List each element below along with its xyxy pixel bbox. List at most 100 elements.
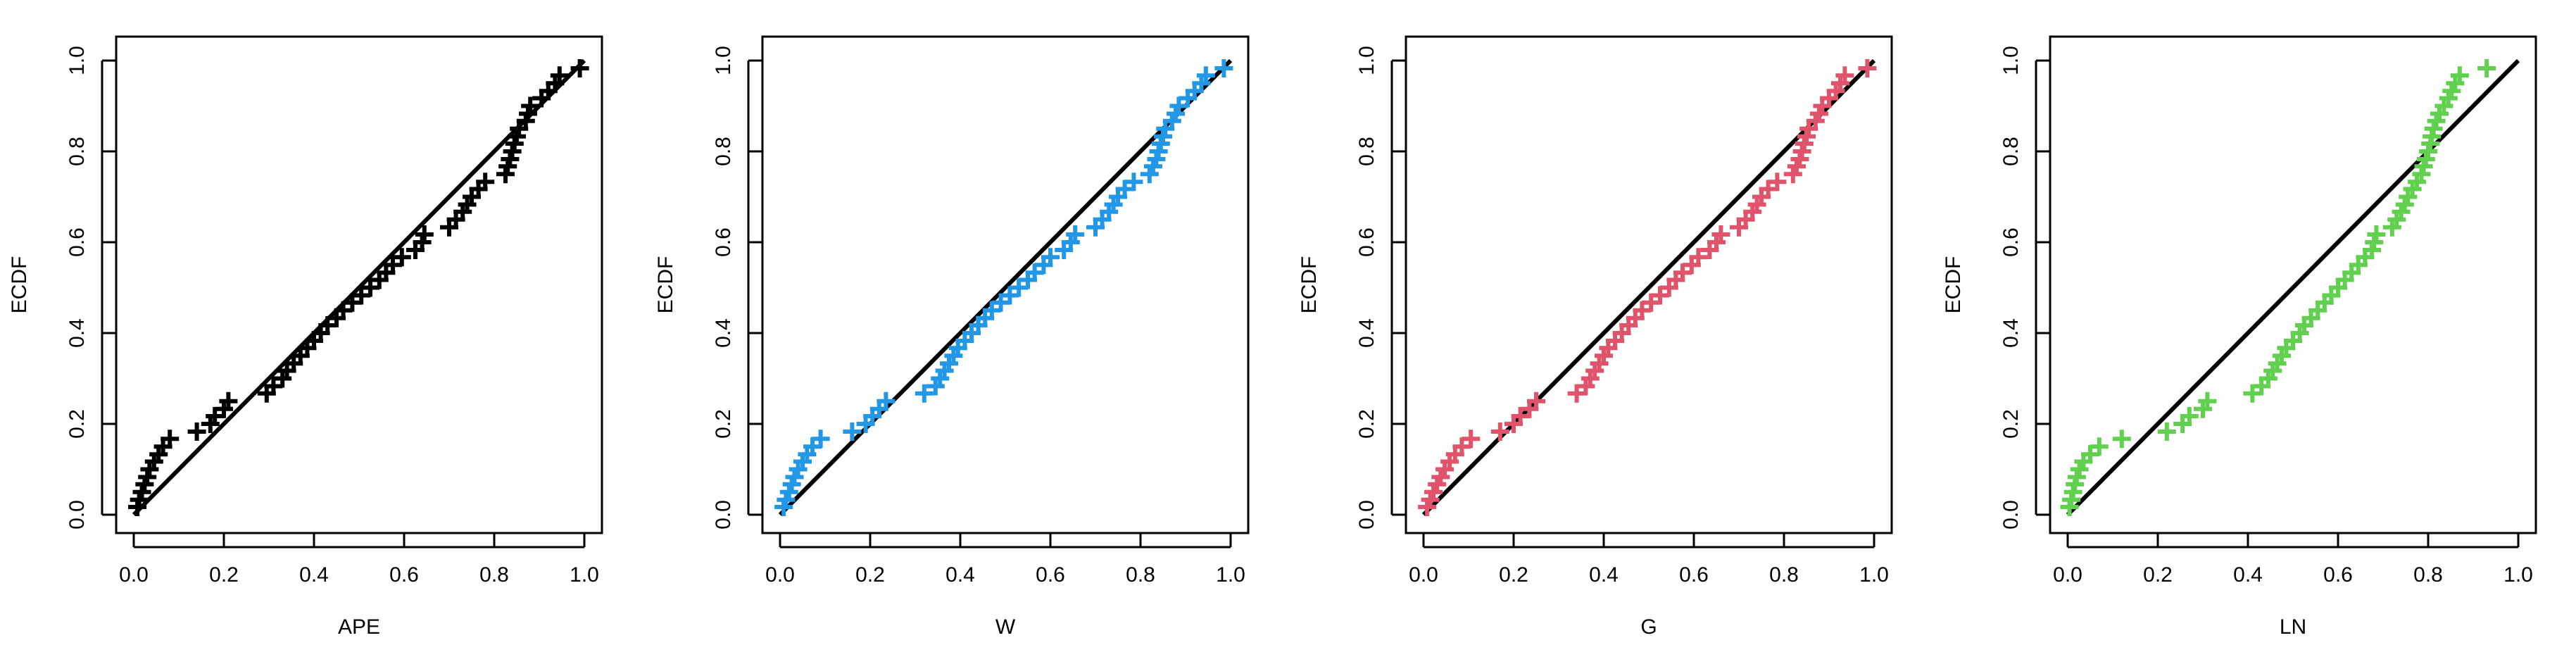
data-points: [128, 58, 589, 517]
data-point: [2112, 430, 2131, 449]
y-tick-label: 0.0: [1999, 500, 2023, 530]
x-axis-label: W: [995, 615, 1016, 639]
data-point: [521, 96, 540, 115]
x-tick-label: 0.8: [2413, 563, 2443, 587]
y-tick-label: 0.6: [1999, 227, 2023, 257]
y-tick-label: 0.4: [1999, 318, 2023, 348]
x-tick-label: 0.8: [479, 563, 509, 587]
data-point: [550, 66, 569, 85]
data-point: [2180, 407, 2199, 426]
data-points: [1418, 58, 1877, 517]
data-point: [1711, 225, 1730, 244]
panel-3: 0.0 0.2 0.4 0.6 0.8 1.0 0.0 0.2 0.4 0.6 0.8 1.0 G ECD…: [1298, 35, 1893, 639]
plot-frame: [1405, 35, 1893, 534]
x-tick-label: 0.0: [1409, 563, 1438, 587]
data-point: [1462, 430, 1481, 449]
x-tick-label: 1.0: [570, 563, 599, 587]
x-tick-label: 0.6: [1679, 563, 1709, 587]
data-point: [415, 225, 434, 244]
data-points: [2060, 58, 2496, 517]
x-tick-label: 0.4: [945, 563, 975, 587]
data-point: [1858, 58, 1877, 77]
y-tick-label: 1.0: [1355, 46, 1378, 75]
data-point: [392, 248, 411, 267]
x-tick-label: 0.8: [1126, 563, 1155, 587]
data-point: [219, 391, 238, 411]
data-point: [1124, 173, 1143, 192]
x-tick-label: 0.6: [1036, 563, 1065, 587]
data-point: [1768, 173, 1787, 192]
data-point: [843, 422, 862, 441]
x-tick-label: 0.2: [209, 563, 239, 587]
data-point: [2450, 66, 2469, 85]
x-axis-label: APE: [338, 615, 380, 639]
x-tick-label: 0.6: [2323, 563, 2353, 587]
x-tick-label: 0.4: [1589, 563, 1619, 587]
data-point: [2477, 58, 2496, 77]
y-tick-label: 0.4: [65, 318, 89, 348]
y-tick-label: 0.4: [712, 318, 735, 348]
data-point: [1490, 422, 1509, 441]
x-tick-label: 1.0: [1216, 563, 1245, 587]
y-axis-label: ECDF: [654, 256, 677, 314]
data-point: [915, 384, 934, 403]
x-axis-label: LN: [2280, 615, 2306, 639]
data-point: [1196, 66, 1215, 85]
data-point: [1066, 225, 1085, 244]
x-tick-label: 0.4: [299, 563, 329, 587]
x-tick-label: 1.0: [1859, 563, 1889, 587]
y-tick-label: 0.0: [712, 500, 735, 530]
y-tick-label: 1.0: [712, 46, 735, 75]
y-tick-label: 0.4: [1355, 318, 1378, 348]
data-point: [2157, 422, 2176, 441]
plot-frame: [2049, 35, 2537, 534]
x-tick-label: 0.2: [1499, 563, 1528, 587]
y-axis-label: ECDF: [1298, 256, 1321, 314]
panel-2: 0.0 0.2 0.4 0.6 0.8 1.0 0.0 0.2 0.4 0.6 0.8 1.0 W ECD…: [654, 35, 1250, 639]
reference-line: [2066, 58, 2520, 517]
y-tick-label: 0.2: [1355, 409, 1378, 439]
data-point: [570, 58, 589, 77]
data-point: [2198, 391, 2217, 411]
data-point: [877, 391, 896, 411]
y-tick-label: 0.8: [1999, 137, 2023, 166]
plot-frame: [115, 35, 603, 534]
data-point: [161, 430, 180, 449]
y-tick-label: 1.0: [65, 46, 89, 75]
y-axis-label: ECDF: [8, 256, 31, 314]
x-tick-label: 0.2: [2143, 563, 2173, 587]
y-tick-label: 0.2: [1999, 409, 2023, 439]
y-axis-label: ECDF: [1942, 256, 1965, 314]
data-point: [1835, 66, 1854, 85]
x-axis-label: G: [1640, 615, 1657, 639]
data-point: [476, 173, 495, 192]
y-tick-label: 0.6: [1355, 227, 1378, 257]
y-tick-label: 0.0: [1355, 500, 1378, 530]
x-tick-label: 0.0: [119, 563, 149, 587]
panel-4: 0.0 0.2 0.4 0.6 0.8 1.0 0.0 0.2 0.4 0.6 0.8 1.0 LN EC…: [1942, 35, 2537, 639]
x-tick-label: 0.2: [855, 563, 885, 587]
plot-frame: [761, 35, 1250, 534]
y-tick-label: 0.0: [65, 500, 89, 530]
data-point: [1214, 58, 1233, 77]
x-tick-label: 0.0: [765, 563, 795, 587]
y-tick-label: 0.8: [712, 137, 735, 166]
x-tick-label: 0.0: [2053, 563, 2082, 587]
data-point: [811, 430, 830, 449]
y-tick-label: 0.8: [65, 137, 89, 166]
x-tick-label: 0.8: [1769, 563, 1799, 587]
x-tick-label: 0.6: [389, 563, 419, 587]
y-tick-label: 0.2: [712, 409, 735, 439]
y-tick-label: 0.6: [65, 227, 89, 257]
x-tick-label: 1.0: [2503, 563, 2533, 587]
data-point: [187, 422, 206, 441]
data-point: [1689, 248, 1708, 267]
data-point: [1041, 248, 1060, 267]
y-tick-label: 0.8: [1355, 137, 1378, 166]
panel-1: 0.0 0.2 0.4 0.6 0.8 1.0 0.0 0.2 0.4 0.6 0.8 1.0 APE E…: [8, 35, 603, 639]
x-tick-label: 0.4: [2233, 563, 2263, 587]
y-tick-label: 0.2: [65, 409, 89, 439]
data-point: [2090, 437, 2109, 456]
data-point: [2367, 225, 2386, 244]
